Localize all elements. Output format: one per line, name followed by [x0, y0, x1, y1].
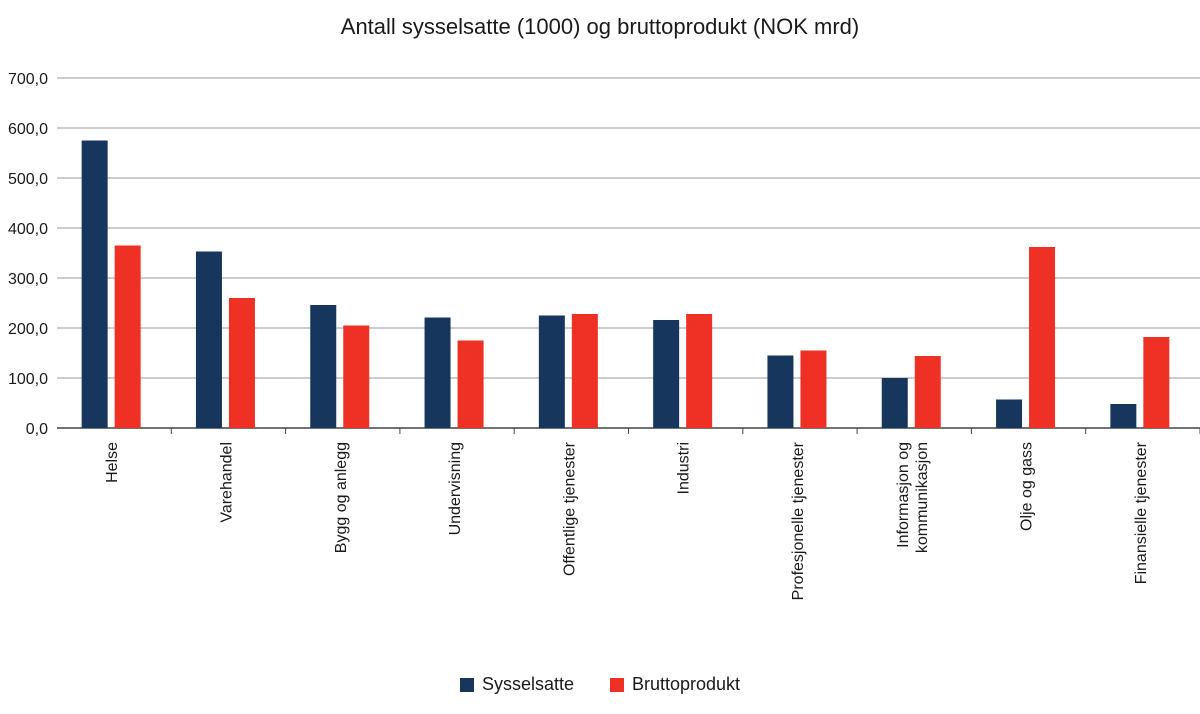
bar-bruttoprodukt	[228, 298, 255, 428]
bar-bruttoprodukt	[686, 314, 713, 428]
y-tick-label: 600,0	[8, 121, 48, 138]
legend-swatch-sysselsatte	[459, 677, 474, 692]
bar-bruttoprodukt	[571, 314, 598, 428]
bar-sysselsatte	[538, 315, 565, 428]
category-label-line: Offentlige tjenester	[561, 441, 578, 576]
bar-bruttoprodukt	[1143, 337, 1170, 428]
category-label: Helse	[104, 442, 121, 483]
y-tick-label: 300,0	[8, 271, 48, 288]
category-label: Profesjonelle tjenester	[790, 441, 807, 600]
category-label: Informasjon og kommunikasjon	[895, 442, 931, 553]
category-label: Industri	[676, 442, 693, 494]
legend-label-sysselsatte: Sysselsatte	[481, 674, 574, 694]
bar-sysselsatte	[996, 399, 1023, 428]
legend-item-bruttoprodukt: Bruttoprodukt	[609, 674, 741, 695]
bar-sysselsatte	[881, 378, 908, 428]
bar-sysselsatte	[424, 317, 451, 428]
bar-bruttoprodukt	[114, 245, 141, 428]
category-label-line: Industri	[676, 442, 693, 494]
y-tick-label: 100,0	[8, 371, 48, 388]
category-label-line: Olje og gass	[1019, 442, 1036, 531]
bar-sysselsatte	[195, 251, 222, 428]
category-label-line: Helse	[104, 442, 121, 483]
bar-sysselsatte	[767, 355, 794, 428]
bar-sysselsatte	[81, 140, 108, 428]
legend-label-bruttoprodukt: Bruttoprodukt	[631, 674, 741, 694]
category-label-line: kommunikasjon	[914, 442, 931, 553]
legend-swatch-bruttoprodukt	[609, 677, 624, 692]
y-tick-label: 200,0	[8, 321, 48, 338]
category-label-line: Undervisning	[447, 442, 464, 535]
category-label: Bygg og anlegg	[333, 442, 350, 553]
y-tick-label: 700,0	[8, 71, 48, 88]
category-label: Undervisning	[447, 442, 464, 535]
bar-sysselsatte	[1110, 404, 1137, 428]
category-label-line: Finansielle tjenester	[1133, 441, 1150, 584]
category-label-line: Bygg og anlegg	[333, 442, 350, 553]
category-label-line: Varehandel	[218, 442, 235, 523]
bar-sysselsatte	[653, 320, 680, 428]
legend: Sysselsatte Bruttoprodukt	[0, 674, 1200, 695]
bar-bruttoprodukt	[914, 356, 941, 428]
y-tick-label: 500,0	[8, 171, 48, 188]
bar-bruttoprodukt	[457, 340, 484, 428]
category-label-line: Informasjon og	[895, 442, 912, 548]
category-label: Finansielle tjenester	[1133, 441, 1150, 584]
bar-bruttoprodukt	[800, 350, 827, 428]
category-label: Varehandel	[218, 442, 235, 523]
y-tick-label: 0,0	[26, 421, 48, 438]
legend-item-sysselsatte: Sysselsatte	[459, 674, 574, 695]
category-label: Offentlige tjenester	[561, 441, 578, 576]
y-tick-label: 400,0	[8, 221, 48, 238]
chart-title: Antall sysselsatte (1000) og bruttoprodu…	[340, 14, 860, 39]
bar-bruttoprodukt	[343, 325, 370, 428]
bar-bruttoprodukt	[1029, 247, 1056, 428]
category-label: Olje og gass	[1019, 442, 1036, 531]
bar-sysselsatte	[310, 305, 337, 428]
category-label-line: Profesjonelle tjenester	[790, 441, 807, 600]
